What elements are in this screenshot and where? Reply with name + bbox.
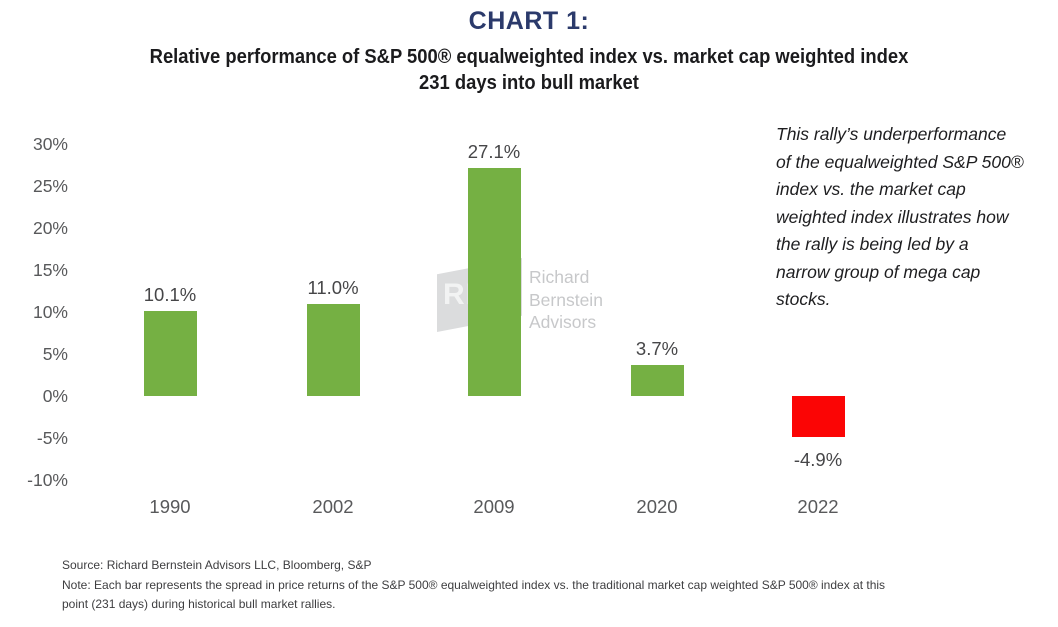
- bar-value-label-2002: 11.0%: [307, 276, 359, 298]
- chart-subtitle-line-2: 231 days into bull market: [419, 72, 639, 94]
- annotation-line-1: This rally’s underperformance: [776, 124, 1007, 144]
- chart-subtitle: Relative performance of S&P 500® equalwe…: [42, 44, 1015, 96]
- bar-1990: [143, 311, 197, 396]
- annotation-line-3: index vs. the market cap: [776, 179, 966, 199]
- annotation-line-7: stocks.: [776, 289, 831, 309]
- y-axis-tick-label: 0%: [42, 386, 68, 406]
- y-axis-tick-label: 10%: [32, 302, 68, 322]
- annotation-text: This rally’s underperformance of the equ…: [776, 121, 1058, 314]
- chart-label: CHART 1:: [468, 7, 590, 35]
- y-axis-tick-label: 20%: [32, 218, 68, 238]
- annotation-line-5: the rally is being led by a: [776, 234, 969, 254]
- y-axis-tick-label: 15%: [32, 260, 68, 280]
- watermark-line-2: Bernstein: [529, 289, 603, 310]
- bar-2002: [306, 303, 360, 396]
- x-axis-label-2022: 2022: [797, 496, 839, 517]
- footer-notes: Source: Richard Bernstein Advisors LLC, …: [62, 556, 912, 615]
- bar-2020: [630, 364, 684, 396]
- annotation-line-6: narrow group of mega cap: [776, 261, 981, 282]
- x-axis-label-2002: 2002: [312, 496, 354, 517]
- y-axis-tick-label: -5%: [36, 428, 68, 448]
- annotation-line-2: of the equalweighted S&P 500®: [776, 151, 1024, 172]
- y-axis-tick-label: 30%: [32, 134, 68, 154]
- bar-2009: [467, 168, 521, 396]
- y-axis-tick-label: 5%: [42, 344, 68, 364]
- footer-note: Note: Each bar represents the spread in …: [62, 577, 886, 612]
- annotation-line-4: weighted index illustrates how: [776, 206, 1009, 227]
- y-axis-tick-label: 25%: [32, 176, 68, 196]
- footer-source: Source: Richard Bernstein Advisors LLC, …: [62, 558, 372, 572]
- watermark-line-3: Advisors: [529, 312, 597, 332]
- bar-value-label-2009: 27.1%: [467, 141, 521, 163]
- bar-value-label-2020: 3.7%: [635, 337, 679, 359]
- y-axis-tick-label: -10%: [27, 470, 68, 490]
- x-axis-label-1990: 1990: [149, 496, 191, 517]
- chart-subtitle-line-1: Relative performance of S&P 500® equalwe…: [149, 46, 909, 68]
- bar-value-label-1990: 10.1%: [143, 284, 197, 306]
- x-axis-label-2009: 2009: [473, 496, 515, 517]
- watermark-text: Richard Bernstein Advisors: [529, 266, 603, 334]
- bar-2022: [791, 396, 845, 438]
- x-axis-label-2020: 2020: [636, 496, 678, 517]
- watermark-line-1: Richard: [529, 267, 590, 287]
- bar-value-label-2022: -4.9%: [793, 449, 843, 471]
